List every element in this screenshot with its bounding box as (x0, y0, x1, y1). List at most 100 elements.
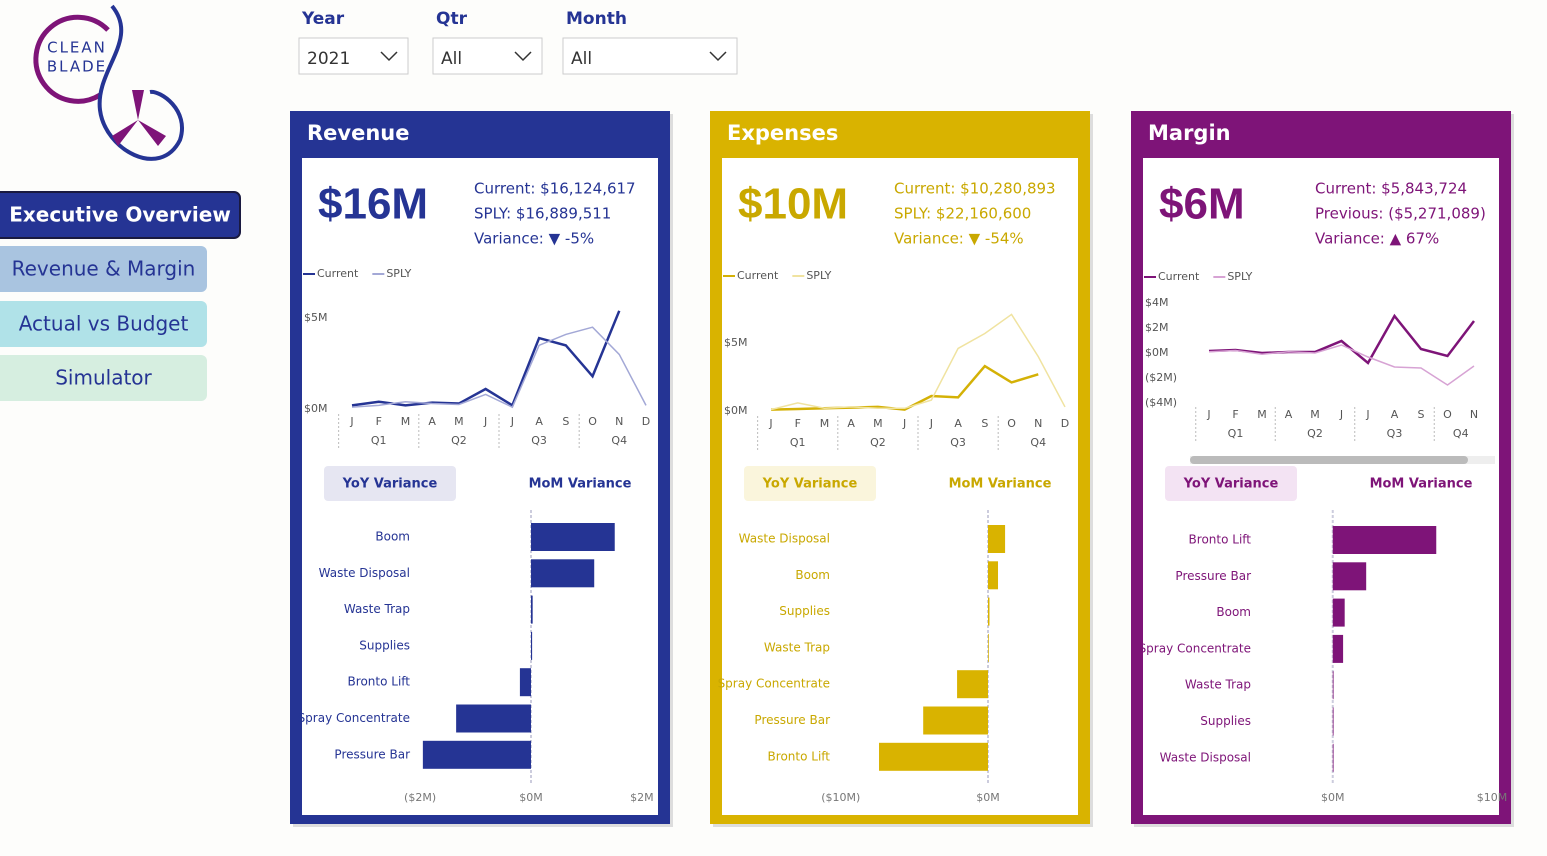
x-tick-label: S (1418, 408, 1425, 421)
x-tick-label: J (483, 415, 487, 428)
x-tick-label: J (349, 415, 353, 428)
x-tick-label: D (642, 415, 650, 428)
x-tick-label: O (1443, 408, 1452, 421)
y-tick-label: $2M (1145, 321, 1169, 334)
logo-text: BLADE (47, 58, 107, 76)
tab-selected[interactable] (1165, 466, 1297, 501)
legend-label: Current (1158, 270, 1200, 283)
kpi-value: $6M (1159, 180, 1245, 229)
kpi-stat: SPLY: $16,889,511 (474, 205, 611, 223)
y-tick-label: $5M (724, 336, 748, 349)
quarter-label: Q4 (1030, 436, 1046, 449)
x-tick-label: J (768, 417, 772, 430)
filter-dropdown[interactable] (298, 37, 409, 75)
x-tick-label: M (454, 415, 464, 428)
series-line (1208, 344, 1475, 386)
logo-text: CLEAN (47, 39, 107, 57)
series-line (351, 326, 647, 409)
tab-selected[interactable] (744, 466, 876, 501)
x-tick-label: N (615, 415, 623, 428)
x-tick-label: M (873, 417, 883, 430)
quarter-label: Q3 (531, 434, 547, 447)
x-tick-label: A (1285, 408, 1293, 421)
filter-dropdown[interactable] (432, 37, 543, 75)
filter-label: Year (301, 9, 345, 29)
x-tick-label: S (981, 417, 988, 430)
x-tick-label: $0M (1321, 791, 1345, 804)
bar (519, 668, 531, 697)
category-label: Bronto Lift (348, 675, 411, 689)
nav-button[interactable] (0, 301, 207, 347)
category-label: Waste Trap (1185, 678, 1251, 692)
logo-swirl (97, 4, 184, 161)
y-tick-label: $0M (1145, 346, 1169, 359)
tab-label[interactable]: MoM Variance (529, 477, 632, 492)
tab-label[interactable]: YoY Variance (1183, 477, 1279, 492)
card-title: Expenses (727, 121, 838, 145)
nav-label[interactable]: Revenue & Margin (12, 257, 196, 281)
nav-button[interactable] (0, 355, 207, 401)
tab-label[interactable]: YoY Variance (342, 477, 438, 492)
filter-dropdown[interactable] (562, 37, 738, 75)
x-tick-label: F (795, 417, 801, 430)
x-tick-label: N (1034, 417, 1042, 430)
filter-value[interactable]: All (571, 49, 592, 69)
dropdown-arrow (709, 51, 727, 62)
legend-label: SPLY (1227, 270, 1252, 283)
category-label: Spray Concentrate (1139, 641, 1251, 655)
legend-label: Current (737, 269, 779, 282)
filter-value[interactable]: 2021 (307, 49, 350, 69)
tab-label[interactable]: MoM Variance (949, 477, 1052, 492)
x-tick-label: J (1365, 408, 1369, 421)
bar (988, 633, 989, 662)
nav-label[interactable]: Simulator (55, 366, 152, 390)
nav-label[interactable]: Executive Overview (9, 203, 231, 227)
series-line (351, 310, 621, 408)
x-tick-label: M (1310, 408, 1320, 421)
bar (1332, 671, 1334, 700)
logo-arc (33, 14, 110, 104)
card-title: Revenue (307, 121, 410, 145)
tab-label[interactable]: YoY Variance (762, 477, 858, 492)
kpi-stat: SPLY: $22,160,600 (894, 205, 1031, 223)
x-tick-label: M (1257, 408, 1267, 421)
scrollbar-thumb[interactable] (1190, 456, 1468, 464)
quarter-label: Q2 (451, 434, 467, 447)
x-tick-label: A (428, 415, 436, 428)
category-label: Bronto Lift (1189, 533, 1252, 547)
x-tick-label: $10M (1477, 791, 1508, 804)
legend-label: SPLY (806, 269, 831, 282)
x-tick-label: O (588, 415, 597, 428)
bar (531, 523, 615, 551)
bar (531, 595, 533, 624)
quarter-label: Q3 (950, 436, 966, 449)
category-label: Waste Trap (344, 602, 410, 616)
x-tick-label: M (820, 417, 830, 430)
category-label: Bronto Lift (768, 749, 831, 763)
quarter-label: Q1 (790, 436, 806, 449)
tab-label[interactable]: MoM Variance (1370, 477, 1473, 492)
filter-value[interactable]: All (441, 49, 462, 69)
category-label: Supplies (359, 638, 410, 652)
x-tick-label: A (847, 417, 855, 430)
quarter-label: Q2 (870, 436, 886, 449)
bar (1332, 526, 1437, 554)
category-label: Pressure Bar (754, 713, 830, 727)
nav-button[interactable] (0, 246, 207, 292)
bar (879, 742, 988, 771)
bar (1332, 598, 1345, 627)
kpi-stat: Variance: ▼ -5% (474, 230, 594, 248)
bar (988, 561, 999, 590)
x-tick-label: J (510, 415, 514, 428)
dropdown-arrow (514, 51, 532, 62)
bar (988, 525, 1006, 553)
nav-label[interactable]: Actual vs Budget (19, 312, 189, 336)
logo-fan (112, 90, 166, 146)
tab-selected[interactable] (324, 466, 456, 501)
y-tick-label: $4M (1145, 296, 1169, 309)
x-tick-label: O (1007, 417, 1016, 430)
kpi-stat: Current: $5,843,724 (1315, 180, 1467, 198)
x-tick-label: J (1206, 408, 1210, 421)
logo: CLEAN BLADE (33, 4, 184, 161)
nav-button[interactable] (0, 191, 241, 239)
